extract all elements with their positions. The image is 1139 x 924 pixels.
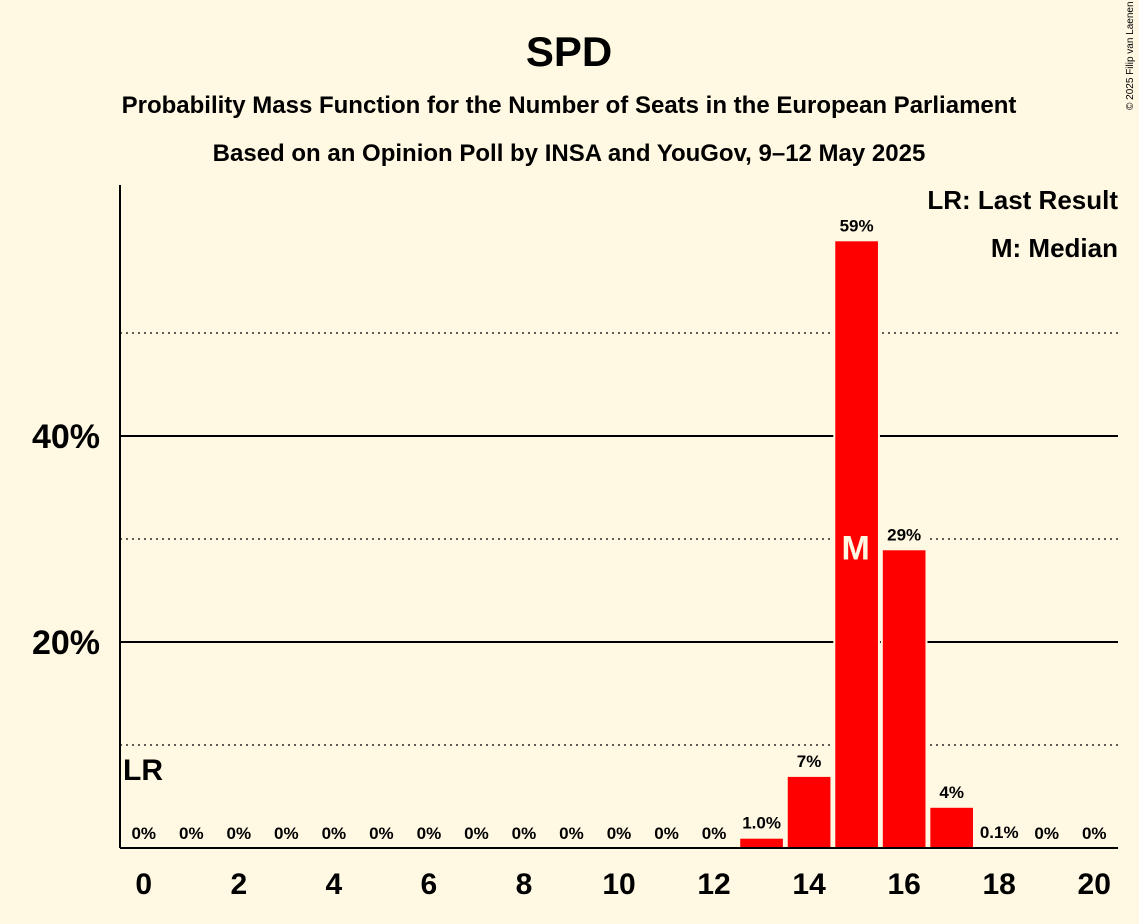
data-label: 0% (274, 824, 299, 843)
x-tick-label: 2 (230, 868, 247, 901)
bar (738, 836, 785, 850)
data-labels: 0% 0% 0% 0% 0% 0% 0% 0% 0% 0% 0% 0% 0% 1.0% 7% 59% 29% 4%… (131, 212, 1107, 843)
data-label: 29% (887, 525, 921, 544)
data-label: 0.1% (980, 823, 1019, 842)
legend-last-result: LR: Last Result (927, 185, 1118, 215)
x-tick-label: 12 (697, 868, 730, 901)
x-tick-label: 18 (983, 868, 1016, 901)
median-marker: M (841, 529, 869, 567)
copyright-notice: © 2025 Filip van Laenen (1125, 1, 1136, 110)
data-label-backdrop (832, 212, 881, 237)
data-label: 4% (939, 783, 964, 802)
x-tick-label: 8 (516, 868, 533, 901)
x-tick-label: 6 (421, 868, 438, 901)
data-label: 0% (322, 824, 347, 843)
x-tick-label: 20 (1078, 868, 1111, 901)
data-label-backdrop (880, 521, 929, 546)
chart-subtitle-1: Probability Mass Function for the Number… (122, 92, 1017, 119)
data-label: 0% (512, 824, 537, 843)
x-tick-label: 14 (792, 868, 826, 901)
data-label: 0% (464, 824, 489, 843)
bar (785, 774, 833, 850)
data-label: 0% (559, 824, 584, 843)
data-label: 0% (369, 824, 394, 843)
data-label: 0% (1082, 824, 1107, 843)
data-label: 0% (1034, 824, 1059, 843)
data-label: 0% (227, 824, 252, 843)
data-label: 0% (179, 824, 204, 843)
bar (928, 805, 976, 849)
x-tick-labels: 0 2 4 6 8 10 12 14 16 18 20 (135, 868, 1111, 901)
last-result-marker: LR (123, 754, 163, 787)
x-tick-label: 16 (887, 868, 920, 901)
legend-median: M: Median (991, 233, 1118, 263)
y-tick-labels: 20% 40% (32, 418, 100, 662)
grid (120, 332, 1118, 746)
y-tick-label: 20% (32, 624, 100, 662)
data-label: 0% (702, 824, 727, 843)
data-label: 7% (797, 752, 822, 771)
data-label: 1.0% (742, 814, 781, 833)
y-tick-label: 40% (32, 418, 100, 456)
data-label: 0% (607, 824, 632, 843)
bar (880, 548, 928, 849)
data-label: 59% (840, 216, 874, 235)
x-tick-label: 10 (602, 868, 635, 901)
chart-title: SPD (526, 28, 612, 75)
data-label: 0% (417, 824, 442, 843)
data-label: 0% (131, 824, 156, 843)
x-tick-label: 4 (326, 868, 343, 901)
chart-subtitle-2: Based on an Opinion Poll by INSA and You… (213, 140, 926, 167)
x-tick-label: 0 (135, 868, 152, 901)
data-label: 0% (654, 824, 679, 843)
bar (833, 239, 880, 850)
